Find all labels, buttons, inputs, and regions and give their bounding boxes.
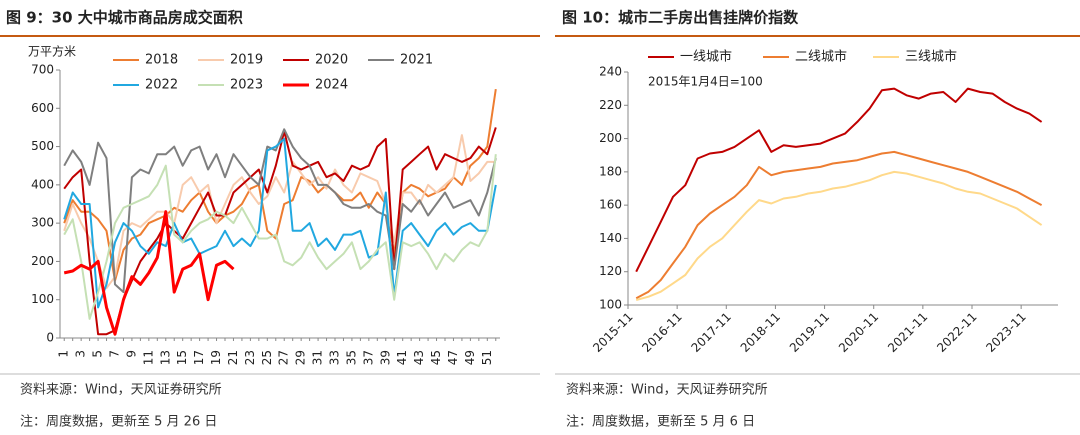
x-tick-label: 47: [446, 350, 460, 365]
x-tick-label: 49: [463, 350, 477, 365]
x-tick-label: 23: [243, 350, 257, 365]
y-tick-label: 220: [599, 98, 622, 112]
legend-label: 一线城市: [680, 49, 732, 65]
legend-label: 2023: [230, 78, 263, 93]
y-tick-label: 700: [31, 63, 54, 77]
x-tick-label: 15: [175, 350, 189, 365]
x-tick-label: 2022-11: [934, 310, 979, 355]
legend-label: 二线城市: [795, 49, 847, 65]
x-tick-label: 39: [378, 350, 392, 365]
x-tick-label: 31: [311, 350, 325, 365]
legend-label: 2022: [145, 78, 178, 93]
x-tick-label: 3: [74, 350, 88, 358]
legend-label: 2024: [315, 78, 348, 93]
x-tick-label: 2017-11: [689, 310, 734, 355]
x-tick-label: 33: [328, 350, 342, 365]
series-line: [63, 137, 497, 309]
x-tick-label: 21: [226, 350, 240, 365]
y-tick-label: 100: [31, 292, 54, 306]
x-tick-label: 25: [260, 350, 274, 365]
series-line: [63, 210, 235, 336]
x-tick-label: 2023-11: [983, 310, 1028, 355]
y-tick-label: 160: [599, 198, 622, 212]
legend-label: 2021: [400, 53, 433, 68]
y-tick-label: 200: [599, 131, 622, 145]
x-tick-label: 5: [91, 350, 105, 358]
legend-label: 2018: [145, 53, 178, 68]
x-tick-label: 2021-11: [885, 310, 930, 355]
x-tick-label: 45: [429, 350, 443, 365]
x-tick-label: 37: [361, 350, 375, 365]
x-tick-label: 2016-11: [639, 310, 684, 355]
x-tick-label: 41: [395, 350, 409, 365]
y-tick-label: 500: [31, 139, 54, 153]
x-tick-label: 2020-11: [836, 310, 881, 355]
x-tick-label: 1: [57, 350, 71, 358]
x-tick-label: 13: [158, 350, 172, 365]
x-tick-label: 51: [480, 350, 494, 365]
series-line: [63, 128, 497, 294]
series-line: [635, 170, 1043, 301]
x-tick-label: 19: [209, 350, 223, 365]
source: 资料来源：Wind，天风证券研究所: [20, 382, 222, 398]
x-tick-label: 9: [124, 350, 138, 358]
series-line: [63, 134, 496, 290]
series-line: [63, 127, 497, 336]
x-tick-label: 7: [108, 350, 122, 358]
note: 注：周度数据，更新至 5 月 26 日: [20, 414, 217, 430]
x-tick-label: 2019-11: [787, 310, 832, 355]
source: 资料来源：Wind，天风证券研究所: [566, 382, 768, 398]
x-tick-label: 43: [412, 350, 426, 365]
series-line: [635, 150, 1043, 300]
note: 注：周度数据，更新至 5 月 6 日: [566, 414, 755, 430]
y-tick-label: 100: [599, 298, 622, 312]
y-axis-label: 万平方米: [28, 44, 76, 59]
x-tick-label: 2015-11: [590, 310, 635, 355]
x-tick-label: 17: [192, 350, 206, 365]
y-tick-label: 120: [599, 264, 622, 278]
chart-title: 图 10：城市二手房出售挂牌价指数: [562, 9, 799, 27]
x-tick-label: 27: [277, 350, 291, 365]
chart-title: 图 9：30 大中城市商品房成交面积: [6, 9, 243, 27]
annotation: 2015年1月4日=100: [648, 75, 763, 89]
y-tick-label: 0: [46, 331, 54, 345]
legend-label: 2020: [315, 53, 348, 68]
legend-label: 2019: [230, 53, 263, 68]
x-tick-label: 11: [141, 350, 155, 365]
y-tick-label: 600: [31, 101, 54, 115]
x-tick-label: 35: [344, 350, 358, 365]
y-tick-label: 300: [31, 216, 54, 230]
y-tick-label: 240: [599, 65, 622, 79]
legend-label: 三线城市: [905, 49, 957, 65]
series-line: [63, 154, 497, 320]
y-tick-label: 200: [31, 254, 54, 268]
y-tick-label: 180: [599, 164, 622, 178]
series-line: [635, 87, 1043, 273]
x-tick-label: 2018-11: [738, 310, 783, 355]
x-tick-label: 29: [294, 350, 308, 365]
y-tick-label: 400: [31, 177, 54, 191]
y-tick-label: 140: [599, 231, 622, 245]
